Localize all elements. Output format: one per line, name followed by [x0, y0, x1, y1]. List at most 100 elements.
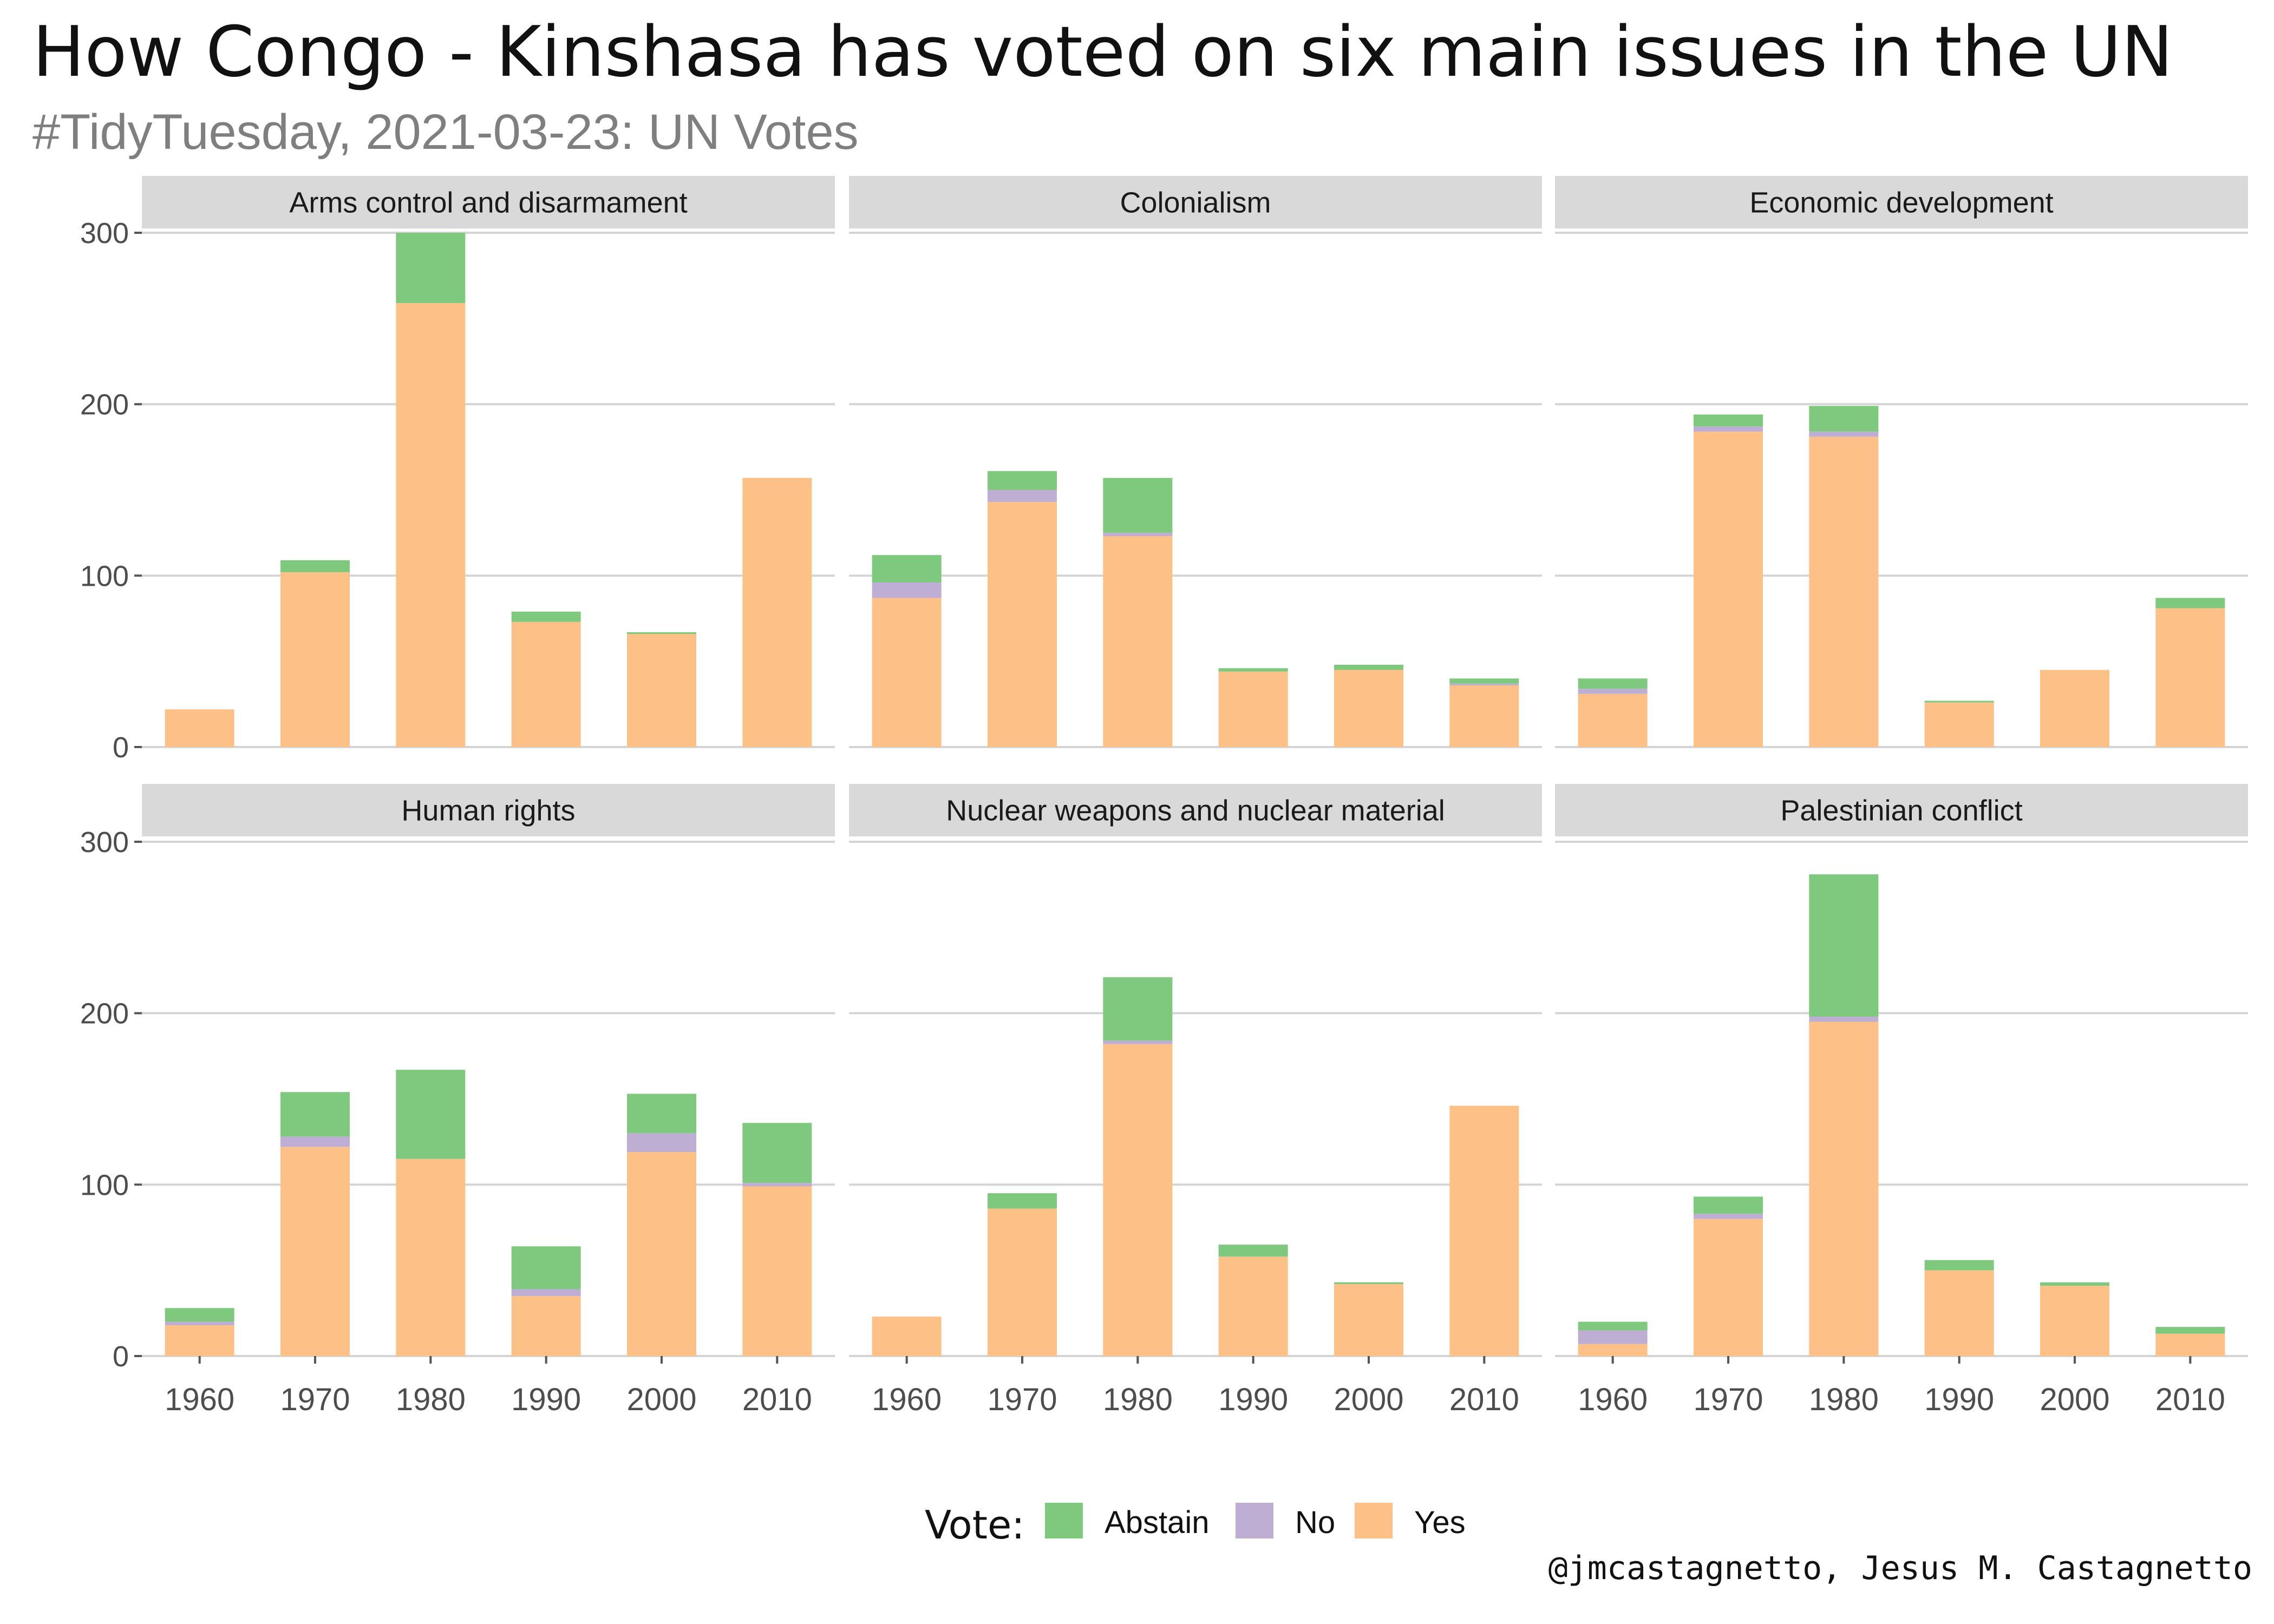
bar-no: [1103, 533, 1173, 536]
x-tick-label: 2010: [2155, 1382, 2225, 1417]
bar-yes: [1449, 1105, 1519, 1356]
y-tick-label: 0: [113, 1340, 129, 1373]
facet-strip-label: Palestinian conflict: [1780, 795, 2022, 827]
bar-abstain: [1694, 1196, 1763, 1214]
y-tick-label: 200: [80, 998, 129, 1030]
page-subtitle: #TidyTuesday, 2021-03-23: UN Votes: [32, 104, 859, 160]
bar-abstain: [396, 233, 466, 303]
bar-abstain: [1334, 1282, 1403, 1284]
bar-no: [1578, 689, 1648, 694]
bar-no: [1103, 1040, 1173, 1044]
bar-abstain: [1694, 414, 1763, 427]
bar-yes: [165, 709, 234, 747]
bar-yes: [1694, 431, 1763, 747]
bar-no: [627, 1133, 696, 1152]
facet-strip: [1555, 176, 2248, 228]
page-title: How Congo - Kinshasa has voted on six ma…: [32, 12, 2173, 93]
bar-yes: [1924, 1270, 1994, 1356]
legend: Vote: Abstain No Yes: [925, 1502, 1466, 1548]
bar-no: [511, 1289, 581, 1296]
bar-abstain: [280, 560, 350, 572]
bar-abstain: [2155, 598, 2225, 608]
facet-strip: [849, 176, 1542, 228]
bar-yes: [1218, 1256, 1288, 1356]
bar-abstain: [1578, 678, 1648, 689]
bar-abstain: [396, 1070, 466, 1159]
bar-no: [165, 1321, 234, 1325]
bar-yes: [1334, 670, 1403, 747]
bar-no: [1809, 431, 1879, 437]
facet-strip: [1555, 784, 2248, 836]
y-tick-label: 100: [80, 1169, 129, 1201]
bar-no: [872, 582, 942, 598]
bar-abstain: [627, 632, 696, 634]
x-tick-label: 2000: [1334, 1382, 1403, 1417]
legend-swatch-abstain: [1045, 1503, 1083, 1538]
bar-yes: [280, 572, 350, 747]
bar-yes: [1449, 685, 1519, 747]
x-tick-label: 1980: [396, 1382, 466, 1417]
bar-yes: [872, 598, 942, 747]
bar-yes: [2155, 608, 2225, 747]
x-tick-label: 1960: [1578, 1382, 1648, 1417]
bar-yes: [1578, 1344, 1648, 1356]
legend-swatch-yes: [1355, 1503, 1393, 1538]
legend-label-no: No: [1295, 1505, 1335, 1540]
bar-yes: [165, 1325, 234, 1356]
bar-abstain: [1103, 977, 1173, 1041]
y-tick-label: 300: [80, 217, 129, 250]
bar-yes: [511, 621, 581, 747]
x-tick-label: 2000: [626, 1382, 696, 1417]
bar-no: [1694, 426, 1763, 432]
bar-yes: [511, 1296, 581, 1356]
x-tick-label: 1990: [1218, 1382, 1288, 1417]
facet-panel: Palestinian conflict 1960 1970 1980 1990 2000…: [1555, 784, 2248, 1417]
y-tick-label: 0: [113, 731, 129, 764]
facet-panel: Colonialism: [849, 176, 1542, 748]
bar-abstain: [1924, 1260, 1994, 1271]
facet-panel: Human rights 0 100 200 300 1960 1970 1980 1990 20…: [80, 784, 835, 1417]
bar-yes: [396, 303, 466, 747]
bar-abstain: [1449, 678, 1519, 684]
bar-yes: [627, 634, 696, 747]
bar-yes: [742, 1186, 812, 1356]
x-tick-label: 1970: [1693, 1382, 1763, 1417]
bar-abstain: [1809, 874, 1879, 1017]
legend-label-yes: Yes: [1414, 1505, 1466, 1540]
bar-yes: [1694, 1219, 1763, 1356]
bar-yes: [872, 1317, 942, 1356]
bar-abstain: [988, 471, 1057, 490]
chart-caption: @jmcastagnetto, Jesus M. Castagnetto: [1548, 1549, 2252, 1587]
facet-strip: [142, 784, 835, 836]
x-tick-label: 1980: [1103, 1382, 1173, 1417]
bar-abstain: [1103, 477, 1173, 533]
bar-yes: [1809, 1021, 1879, 1356]
bar-abstain: [280, 1092, 350, 1137]
x-tick-label: 2010: [742, 1382, 812, 1417]
x-tick-label: 2010: [1449, 1382, 1519, 1417]
bar-yes: [1218, 671, 1288, 747]
bar-abstain: [872, 555, 942, 582]
x-tick-label: 1990: [1924, 1382, 1994, 1417]
x-tick-label: 1980: [1809, 1382, 1879, 1417]
bar-no: [1694, 1214, 1763, 1219]
bar-yes: [396, 1158, 466, 1356]
bar-abstain: [742, 1123, 812, 1183]
facet-panel: Economic development: [1555, 176, 2248, 748]
bar-no: [742, 1183, 812, 1187]
x-tick-label: 1970: [987, 1382, 1057, 1417]
facet-strip-label: Economic development: [1749, 187, 2053, 219]
x-tick-label: 1960: [872, 1382, 942, 1417]
y-tick-label: 300: [80, 826, 129, 859]
bar-abstain: [1218, 668, 1288, 672]
bar-yes: [742, 477, 812, 747]
bar-yes: [280, 1147, 350, 1356]
x-tick-label: 1960: [165, 1382, 234, 1417]
bar-no: [1449, 683, 1519, 685]
facet-strip: [142, 176, 835, 228]
bar-yes: [2155, 1333, 2225, 1356]
bar-yes: [1924, 702, 1994, 747]
y-tick-label: 200: [80, 389, 129, 421]
bar-abstain: [511, 611, 581, 622]
bar-abstain: [1334, 665, 1403, 670]
